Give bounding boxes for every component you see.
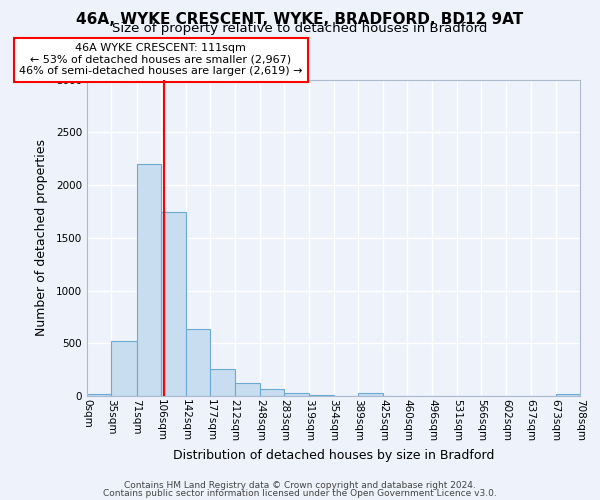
X-axis label: Distribution of detached houses by size in Bradford: Distribution of detached houses by size …: [173, 450, 494, 462]
Bar: [161, 212, 186, 396]
Text: Contains public sector information licensed under the Open Government Licence v3: Contains public sector information licen…: [103, 488, 497, 498]
Bar: [260, 390, 284, 396]
Bar: [309, 395, 334, 396]
Bar: [112, 342, 137, 396]
Bar: [137, 164, 161, 396]
Y-axis label: Number of detached properties: Number of detached properties: [35, 140, 47, 336]
Bar: [211, 369, 235, 396]
Text: Contains HM Land Registry data © Crown copyright and database right 2024.: Contains HM Land Registry data © Crown c…: [124, 481, 476, 490]
Bar: [556, 394, 580, 396]
Bar: [358, 392, 383, 396]
Text: 46A, WYKE CRESCENT, WYKE, BRADFORD, BD12 9AT: 46A, WYKE CRESCENT, WYKE, BRADFORD, BD12…: [76, 12, 524, 26]
Bar: [235, 382, 260, 396]
Text: 46A WYKE CRESCENT: 111sqm
← 53% of detached houses are smaller (2,967)
46% of se: 46A WYKE CRESCENT: 111sqm ← 53% of detac…: [19, 43, 302, 76]
Bar: [186, 328, 211, 396]
Text: Size of property relative to detached houses in Bradford: Size of property relative to detached ho…: [112, 22, 488, 35]
Bar: [87, 394, 112, 396]
Bar: [284, 393, 309, 396]
